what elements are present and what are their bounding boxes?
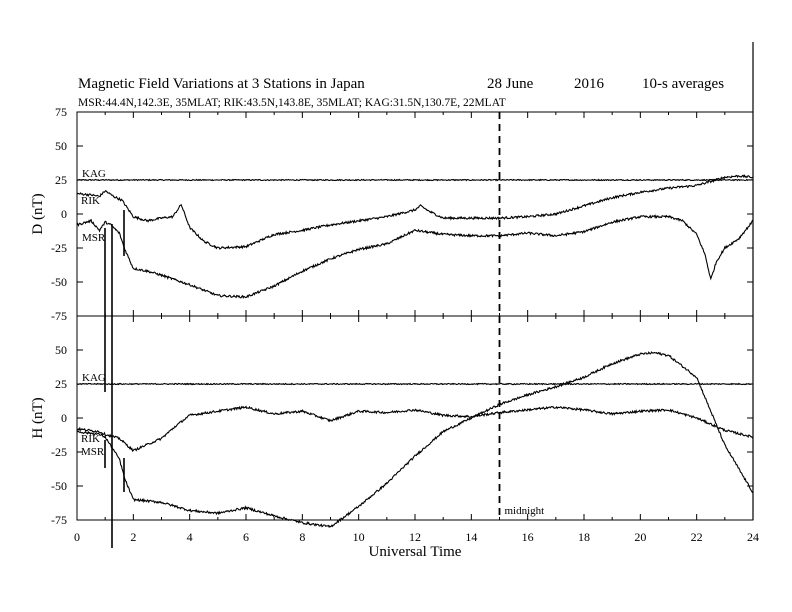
x-tick-label: 2 (130, 530, 136, 544)
label-h-rik: RIK (81, 433, 100, 445)
x-axis-label: Universal Time (369, 544, 462, 560)
chart-date: 28 June (487, 76, 534, 92)
series-line-h-kag (76, 382, 753, 386)
y-tick-label: -75 (51, 513, 67, 527)
y-tick-label: -50 (51, 275, 67, 289)
chart-averaging: 10-s averages (642, 76, 724, 92)
label-h-msr: MSR (81, 446, 105, 458)
x-tick-label: 4 (187, 530, 193, 544)
y-tick-label: 25 (55, 173, 67, 187)
x-tick-label: 12 (409, 530, 421, 544)
chart-subtitle: MSR:44.4N,142.3E, 35MLAT; RIK:43.5N,143.… (78, 97, 506, 109)
y-tick-label: 0 (61, 207, 67, 221)
y-tick-label: -75 (51, 309, 67, 323)
series-line-h-rik (76, 405, 754, 453)
y-tick-label: 50 (55, 139, 67, 153)
series-line-d-rik (76, 174, 754, 250)
series-line-h-msr (76, 351, 754, 529)
y-tick-label: 50 (55, 343, 67, 357)
x-tick-label: 22 (691, 530, 703, 544)
y-tick-label: 75 (55, 105, 67, 119)
chart-title: Magnetic Field Variations at 3 Stations … (78, 76, 365, 92)
x-tick-label: 24 (747, 530, 759, 544)
panel-h-frame (76, 315, 754, 521)
x-tick-label: 8 (299, 530, 305, 544)
label-d-msr: MSR (82, 232, 106, 244)
y-tick-label: -25 (51, 241, 67, 255)
x-tick-label: 20 (634, 530, 646, 544)
chart-year: 2016 (574, 76, 605, 92)
panel-d-ylabel: D (nT) (30, 193, 46, 234)
panel-h-ylabel: H (nT) (30, 397, 46, 438)
label-d-rik: RIK (81, 195, 100, 207)
y-tick-label: -50 (51, 479, 67, 493)
y-tick-label: 25 (55, 377, 67, 391)
y-tick-label: 0 (61, 411, 67, 425)
panel-d-frame (76, 111, 754, 317)
x-tick-label: 18 (578, 530, 590, 544)
midnight-label: midnight (505, 505, 545, 517)
series-line-d-kag (76, 178, 754, 182)
x-tick-label: 16 (522, 530, 534, 544)
x-tick-label: 14 (465, 530, 477, 544)
x-tick-label: 0 (74, 530, 80, 544)
series-line-d-msr (76, 214, 754, 300)
y-tick-label: -25 (51, 445, 67, 459)
label-h-kag: KAG (82, 372, 106, 384)
x-tick-label: 10 (353, 530, 365, 544)
x-tick-label: 6 (243, 530, 249, 544)
label-d-kag: KAG (82, 168, 106, 180)
